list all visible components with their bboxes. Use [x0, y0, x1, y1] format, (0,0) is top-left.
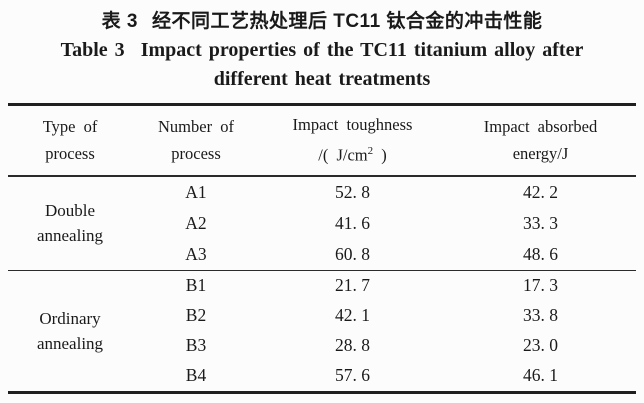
header-toughness-unit-prefix: /( J/cm [318, 145, 368, 165]
impact-properties-table: Type of process Number of process Impact… [8, 103, 636, 394]
cell-process-number: A3 [185, 243, 207, 264]
header-type-of-process: Type of process [8, 104, 132, 177]
cell-impact-toughness: 21. 7 [260, 269, 445, 301]
header-toughness-line2: /( J/cm2 ) [260, 138, 445, 169]
cell-process-number: A2 [185, 212, 207, 233]
table-caption: 表 3 经不同工艺热处理后 TC11 钛合金的冲击性能 Table 3 Impact… [0, 0, 644, 94]
header-impact-toughness: Impact toughness /( J/cm2 ) [260, 104, 445, 177]
header-number-line2: process [171, 143, 221, 163]
table-row: A2 41. 6 33. 3 [8, 208, 636, 239]
table-header: Type of process Number of process Impact… [8, 104, 636, 177]
table-row: Ordinary annealing B1 21. 7 17. 3 [8, 269, 636, 392]
caption-chinese: 表 3 经不同工艺热处理后 TC11 钛合金的冲击性能 [0, 0, 644, 36]
caption-english-text2: different heat treatments [213, 68, 431, 90]
header-toughness-line1: Impact toughness [292, 115, 413, 134]
caption-english-line2: different heat treatments [0, 65, 644, 94]
group-double-annealing: Double annealing A1 52. 8 42. 2 A2 41. 6… [8, 176, 636, 271]
cell-process-type-ordinary-annealing: Ordinary annealing [8, 269, 132, 392]
cell-process-number: B1 [132, 269, 260, 301]
caption-english-line1: Table 3 Impact properties of the TC11 tit… [0, 36, 644, 65]
process-type-line2: annealing [36, 226, 104, 245]
cell-process-number: B2 [185, 305, 207, 325]
cell-impact-absorbed-energy: 33. 3 [523, 212, 558, 233]
cell-impact-toughness: 28. 8 [335, 335, 370, 355]
header-impact-absorbed-energy: Impact absorbed energy/J [445, 104, 636, 177]
cell-impact-absorbed-energy: 33. 8 [523, 305, 558, 325]
header-type-line1: Type of [42, 116, 98, 136]
caption-chinese-text: 经不同工艺热处理后 TC11 钛合金的冲击性能 [151, 11, 543, 32]
table-row: B4 57. 6 46. 1 [8, 361, 636, 393]
cell-impact-absorbed-energy: 42. 2 [523, 181, 558, 202]
cell-process-number: B4 [185, 365, 207, 385]
table-row: B2 42. 1 33. 8 [8, 301, 636, 331]
process-type-line2: annealing [36, 333, 104, 353]
header-toughness-unit-suffix: ) [373, 145, 387, 165]
table-row: B3 28. 8 23. 0 [8, 331, 636, 361]
cell-impact-absorbed-energy: 46. 1 [523, 365, 558, 385]
table-row: A3 60. 8 48. 6 [8, 239, 636, 271]
cell-impact-absorbed-energy: 23. 0 [523, 335, 558, 355]
header-energy-line2: energy/J [512, 143, 569, 163]
cell-process-number: B3 [185, 335, 207, 355]
cell-impact-absorbed-energy: 17. 3 [445, 269, 636, 301]
process-type-line1: Ordinary [39, 308, 101, 328]
header-energy-line1: Impact absorbed [483, 116, 598, 136]
cell-process-type-double-annealing: Double annealing [8, 176, 132, 271]
cell-impact-toughness: 52. 8 [335, 181, 370, 202]
caption-chinese-label: 表 3 [101, 11, 138, 32]
cell-impact-toughness: 42. 1 [335, 305, 370, 325]
header-type-line2: process [45, 143, 95, 163]
table-row: Double annealing A1 52. 8 42. 2 [8, 176, 636, 246]
cell-process-number: A1 [185, 181, 207, 202]
process-type-line1: Double [44, 201, 96, 220]
cell-impact-toughness: 41. 6 [335, 212, 370, 233]
cell-impact-absorbed-energy: 48. 6 [523, 243, 558, 264]
header-number-of-process: Number of process [132, 104, 260, 177]
caption-english-label: Table 3 [60, 39, 125, 61]
caption-english-text: Impact properties of the TC11 titanium a… [140, 39, 584, 61]
cell-impact-toughness: 57. 6 [335, 365, 370, 385]
cell-impact-toughness: 60. 8 [335, 243, 370, 264]
header-number-line1: Number of [158, 116, 234, 136]
header-toughness-unit-sup: 2 [367, 145, 374, 157]
group-ordinary-annealing: Ordinary annealing B1 21. 7 17. 3 B2 42.… [8, 269, 636, 393]
